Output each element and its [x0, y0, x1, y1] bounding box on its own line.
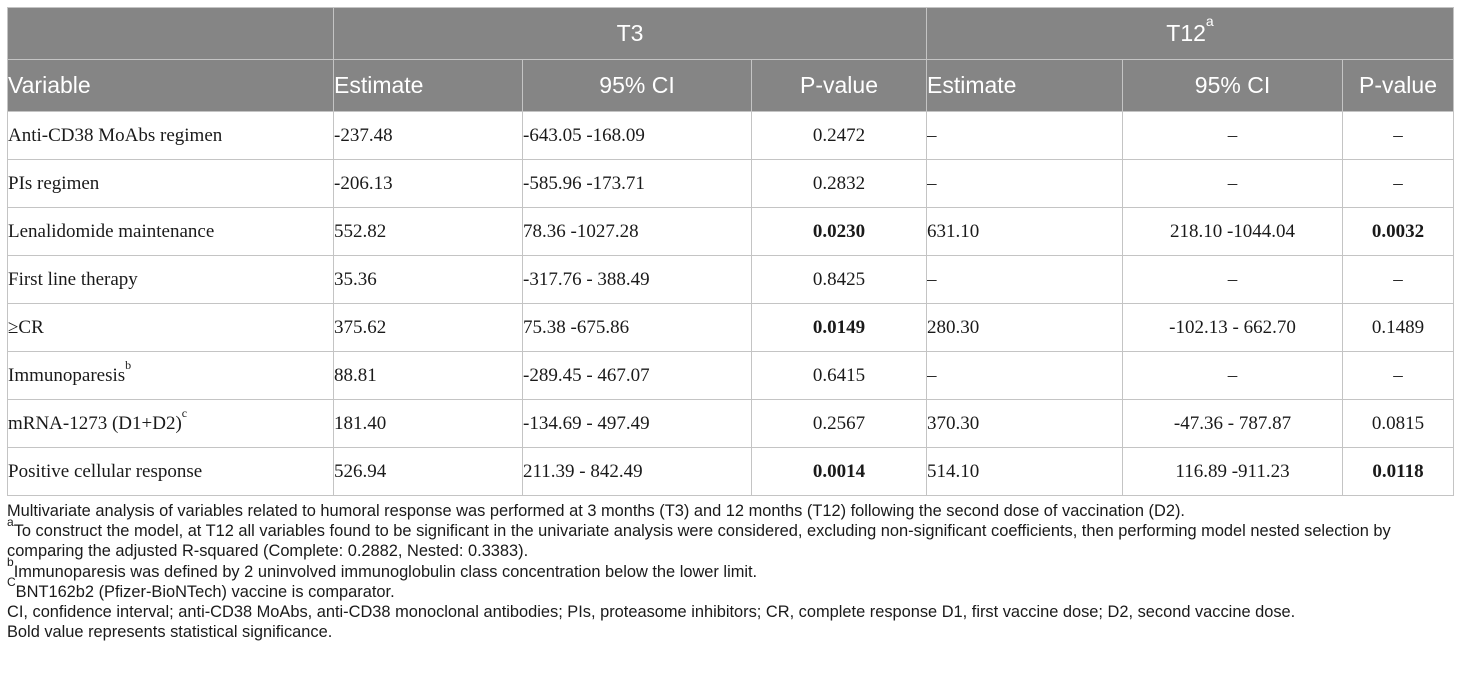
- t12-estimate-cell: –: [926, 111, 1123, 160]
- t3-pvalue-cell: 0.0149: [751, 303, 927, 352]
- t3-pvalue-cell: 0.0014: [751, 447, 927, 496]
- t3-ci-cell: -585.96 -173.71: [522, 159, 752, 208]
- variable-cell: PIs regimen: [7, 159, 334, 208]
- variable-cell: Lenalidomide maintenance: [7, 207, 334, 256]
- column-header-t3-pvalue: P-value: [751, 59, 927, 112]
- variable-cell: mRNA-1273 (D1+D2)c: [7, 399, 334, 448]
- table-row: ≥CR 375.62 75.38 -675.86 0.0149 280.30 -102.1…: [7, 303, 1455, 352]
- table-row: First line therapy 35.36 -317.76 - 388.49 0…: [7, 255, 1455, 304]
- column-header-t12-ci: 95% CI: [1122, 59, 1343, 112]
- t12-pvalue-cell: 0.0815: [1341, 399, 1455, 448]
- t3-ci-cell: -134.69 - 497.49: [522, 399, 752, 448]
- t3-estimate-cell: 526.94: [333, 447, 523, 496]
- t12-estimate-cell: –: [926, 159, 1123, 208]
- column-header-t12-pvalue: P-value: [1341, 59, 1455, 112]
- t3-pvalue-cell: 0.8425: [751, 255, 927, 304]
- column-header-t12-estimate: Estimate: [926, 59, 1123, 112]
- table-row: Lenalidomide maintenance 552.82 78.36 -102…: [7, 207, 1455, 256]
- footnote-marker: c: [181, 406, 188, 421]
- variable-cell: Positive cellular response: [7, 447, 334, 496]
- table-body: Anti-CD38 MoAbs regimen -237.48 -643.05 -1…: [7, 111, 1455, 496]
- t3-pvalue-cell: 0.2472: [751, 111, 927, 160]
- table-row: Immunoparesisb 88.81 -289.45 - 467.07 0.641…: [7, 351, 1455, 400]
- t12-ci-cell: –: [1122, 255, 1343, 304]
- t12-ci-cell: 116.89 -911.23: [1122, 447, 1343, 496]
- footnote: CBNT162b2 (Pfizer-BioNTech) vaccine is c…: [7, 575, 395, 601]
- t3-estimate-cell: 181.40: [333, 399, 523, 448]
- footnote-marker: b: [125, 358, 132, 373]
- t3-pvalue-cell: 0.2567: [751, 399, 927, 448]
- t3-estimate-cell: -206.13: [333, 159, 523, 208]
- t12-pvalue-cell: –: [1341, 351, 1455, 400]
- group-header-t12: T12a: [925, 7, 1455, 60]
- variable-cell: ≥CR: [7, 303, 334, 352]
- header-blank-cell: [7, 7, 334, 60]
- t3-ci-cell: 75.38 -675.86: [522, 303, 752, 352]
- group-header-t3: T3: [333, 7, 927, 60]
- footnote: aTo construct the model, at T12 all vari…: [7, 514, 1391, 561]
- footnote-marker: b: [7, 555, 14, 570]
- t12-estimate-cell: –: [926, 351, 1123, 400]
- footnote-marker: a: [7, 514, 14, 529]
- footnote: bImmunoparesis was defined by 2 uninvolv…: [7, 555, 758, 581]
- t12-pvalue-cell: –: [1341, 255, 1455, 304]
- column-header-t3-ci: 95% CI: [522, 59, 752, 112]
- t3-ci-cell: 211.39 - 842.49: [522, 447, 752, 496]
- t3-estimate-cell: 88.81: [333, 351, 523, 400]
- variable-cell: Immunoparesisb: [7, 351, 334, 400]
- column-header-row: Variable Estimate 95% CI P-value Estimat…: [7, 59, 1455, 112]
- t3-ci-cell: 78.36 -1027.28: [522, 207, 752, 256]
- t3-pvalue-cell: 0.0230: [751, 207, 927, 256]
- t12-ci-cell: -102.13 - 662.70: [1122, 303, 1343, 352]
- t12-estimate-cell: 514.10: [926, 447, 1123, 496]
- footnote: Multivariate analysis of variables relat…: [7, 502, 1185, 520]
- t12-pvalue-cell: 0.0032: [1341, 207, 1455, 256]
- variable-cell: First line therapy: [7, 255, 334, 304]
- t12-ci-cell: 218.10 -1044.04: [1122, 207, 1343, 256]
- t12-estimate-cell: 280.30: [926, 303, 1123, 352]
- t3-ci-cell: -643.05 -168.09: [522, 111, 752, 160]
- t12-estimate-cell: –: [926, 255, 1123, 304]
- t12-pvalue-cell: 0.0118: [1341, 447, 1455, 496]
- footnote-marker: C: [7, 575, 16, 590]
- t3-ci-cell: -289.45 - 467.07: [522, 351, 752, 400]
- multivariate-results-table: T3 T12a Variable Estimate 95% CI P-value…: [7, 7, 1455, 496]
- t3-pvalue-cell: 0.6415: [751, 351, 927, 400]
- t12-estimate-cell: 631.10: [926, 207, 1123, 256]
- t12-ci-cell: –: [1122, 111, 1343, 160]
- t12-estimate-cell: 370.30: [926, 399, 1123, 448]
- column-header-t3-estimate: Estimate: [333, 59, 523, 112]
- t12-pvalue-cell: –: [1341, 159, 1455, 208]
- t3-ci-cell: -317.76 - 388.49: [522, 255, 752, 304]
- t12-ci-cell: –: [1122, 351, 1343, 400]
- table-row: Anti-CD38 MoAbs regimen -237.48 -643.05 -1…: [7, 111, 1455, 160]
- table-row: PIs regimen -206.13 -585.96 -173.71 0.2832–…: [7, 159, 1455, 208]
- t12-ci-cell: –: [1122, 159, 1343, 208]
- footnote: Bold value represents statistical signif…: [7, 623, 333, 642]
- t3-estimate-cell: 552.82: [333, 207, 523, 256]
- t3-estimate-cell: 375.62: [333, 303, 523, 352]
- t12-ci-cell: -47.36 - 787.87: [1122, 399, 1343, 448]
- table-container: T3 T12a Variable Estimate 95% CI P-value…: [7, 7, 1455, 642]
- t12-pvalue-cell: 0.1489: [1341, 303, 1455, 352]
- t3-pvalue-cell: 0.2832: [751, 159, 927, 208]
- table-row: Positive cellular response 526.94 211.39 -…: [7, 447, 1455, 496]
- t12-pvalue-cell: –: [1341, 111, 1455, 160]
- column-header-variable: Variable: [7, 59, 334, 112]
- variable-cell: Anti-CD38 MoAbs regimen: [7, 111, 334, 160]
- table-footnotes: Multivariate analysis of variables relat…: [7, 501, 1453, 642]
- table-row: mRNA-1273 (D1+D2)c 181.40 -134.69 - 497.49…: [7, 399, 1455, 448]
- group-header-row: T3 T12a: [7, 7, 1455, 60]
- footnote-marker: a: [1205, 13, 1214, 30]
- t3-estimate-cell: 35.36: [333, 255, 523, 304]
- footnote: CI, confidence interval; anti-CD38 MoAbs…: [7, 603, 1296, 622]
- t3-estimate-cell: -237.48: [333, 111, 523, 160]
